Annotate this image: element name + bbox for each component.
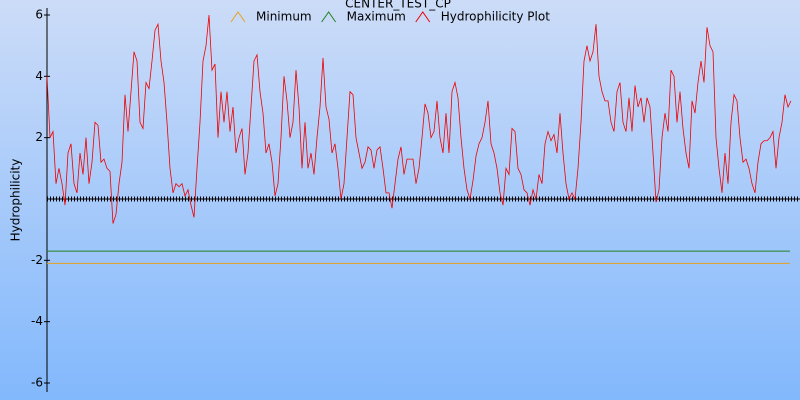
y-tick-label: 4	[35, 69, 43, 83]
legend-icon	[321, 11, 337, 23]
chart-title: CENTER_TEST_CP	[345, 0, 451, 11]
y-tick-label: -2	[31, 253, 43, 267]
data-line	[46, 14, 792, 224]
legend-label: Hydrophilicity Plot	[441, 10, 550, 24]
legend-label: Maximum	[347, 10, 406, 24]
y-tick-label: 2	[35, 130, 43, 144]
legend-icon	[415, 11, 431, 23]
y-tick-label: 6	[35, 8, 43, 22]
legend-label: Minimum	[256, 10, 312, 24]
y-tick-label: -4	[31, 314, 43, 328]
y-tick-label: -6	[31, 376, 43, 390]
y-axis-label: Hydrophilicity	[9, 159, 23, 242]
legend-icon	[230, 11, 246, 23]
